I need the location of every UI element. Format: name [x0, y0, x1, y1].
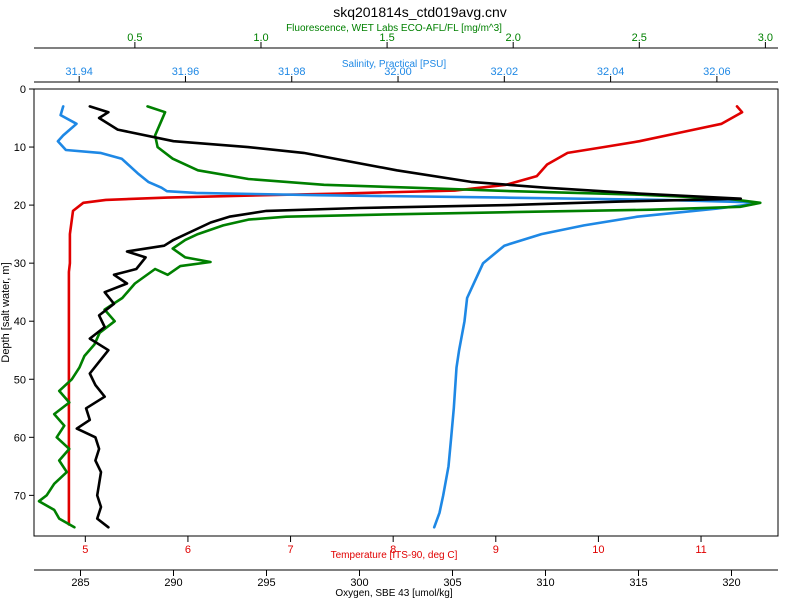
chart-title: skq201814s_ctd019avg.cnv [333, 4, 507, 20]
temperature-tick-label: 6 [185, 544, 191, 556]
temperature-tick-label: 9 [493, 544, 499, 556]
salinity-axis: 31.94 31.96 31.98 32.00 32.02 32.04 32.06 Salin… [34, 59, 778, 83]
fluorescence-profile-line [37, 105, 762, 529]
plot-frame [33, 88, 779, 537]
oxygen-tick-label: 285 [71, 577, 89, 589]
oxygen-tick-label: 305 [443, 577, 461, 589]
y-tick-label: 30 [14, 258, 26, 270]
temperature-tick-label: 5 [82, 544, 88, 556]
y-tick-label: 50 [14, 374, 26, 386]
salinity-tick-label: 32.06 [703, 66, 731, 78]
y-axis-label: Depth [salt water, m] [0, 262, 12, 362]
temperature-axis-title: Temperature [ITS-90, deg C] [331, 550, 458, 561]
fluorescence-tick-label: 3.0 [758, 32, 773, 44]
oxygen-tick-label: 310 [536, 577, 554, 589]
fluorescence-tick-label: 2.5 [632, 32, 647, 44]
fluorescence-tick-label: 0.5 [127, 32, 142, 44]
oxygen-axis-title: Oxygen, SBE 43 [umol/kg] [335, 588, 453, 599]
salinity-tick-label: 32.02 [491, 66, 519, 78]
salinity-tick-label: 32.00 [384, 66, 412, 78]
y-tick-label: 10 [14, 142, 26, 154]
fluorescence-tick-label: 2.0 [506, 32, 521, 44]
temperature-profile-line [67, 105, 744, 526]
salinity-axis-title: Salinity, Practical [PSU] [342, 59, 447, 70]
oxygen-tick-label: 300 [350, 577, 368, 589]
temperature-tick-label: 10 [592, 544, 604, 556]
y-tick-label: 40 [14, 316, 26, 328]
salinity-tick-label: 31.94 [65, 66, 93, 78]
temperature-tick-label: 11 [695, 544, 706, 556]
fluorescence-axis: 0.5 1.0 1.5 2.0 2.5 3.0 Fluorescence, WET Labs… [34, 23, 778, 49]
salinity-profile-line [56, 105, 756, 529]
y-tick-label: 70 [14, 490, 26, 502]
temperature-axis: 5 6 7 8 9 10 11 Temperature [ITS-90, deg C] [82, 536, 707, 561]
oxygen-axis: 285 290 295 300 305 310 315 320 Oxygen, SBE 43 [… [34, 569, 778, 599]
salinity-tick-label: 31.98 [278, 66, 306, 78]
y-tick-label: 60 [14, 432, 26, 444]
fluorescence-axis-title: Fluorescence, WET Labs ECO-AFL/FL [mg/m^… [286, 23, 502, 34]
oxygen-tick-label: 315 [629, 577, 647, 589]
oxygen-tick-label: 320 [722, 577, 740, 589]
temperature-tick-label: 7 [287, 544, 293, 556]
oxygen-profile-line [75, 105, 743, 529]
salinity-tick-label: 32.04 [597, 66, 625, 78]
fluorescence-tick-label: 1.5 [379, 32, 394, 44]
oxygen-tick-label: 290 [164, 577, 182, 589]
y-tick-label: 0 [20, 84, 26, 96]
temperature-tick-label: 8 [390, 544, 396, 556]
salinity-tick-label: 31.96 [172, 66, 200, 78]
fluorescence-tick-label: 1.0 [253, 32, 268, 44]
y-tick-label: 20 [14, 200, 26, 212]
oxygen-tick-label: 295 [257, 577, 275, 589]
